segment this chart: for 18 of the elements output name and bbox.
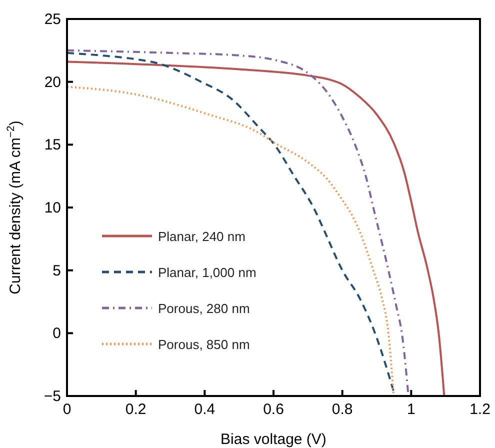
legend-label: Planar, 1,000 nm bbox=[158, 265, 256, 280]
x-axis-title: Bias voltage (V) bbox=[220, 431, 326, 448]
y-tick-label: 0 bbox=[52, 325, 61, 342]
y-tick-label: 25 bbox=[44, 11, 61, 28]
x-tick-label: 0.6 bbox=[263, 401, 284, 418]
x-tick-label: 0.4 bbox=[194, 401, 216, 418]
y-tick-label: 20 bbox=[44, 74, 61, 91]
x-tick-label: 0.2 bbox=[125, 401, 146, 418]
x-tick-label: 1 bbox=[406, 401, 416, 418]
y-tick-label: 5 bbox=[52, 262, 61, 280]
x-tick-label: 1.2 bbox=[470, 401, 490, 418]
x-tick-label: 0.8 bbox=[332, 401, 353, 418]
y-tick-label: −5 bbox=[44, 388, 61, 405]
legend-label: Porous, 280 nm bbox=[158, 301, 250, 316]
y-tick-label: 10 bbox=[44, 200, 61, 216]
y-tick-label: 15 bbox=[44, 136, 61, 154]
legend-label: Porous, 850 nm bbox=[158, 337, 250, 352]
legend-label: Planar, 240 nm bbox=[158, 229, 246, 244]
